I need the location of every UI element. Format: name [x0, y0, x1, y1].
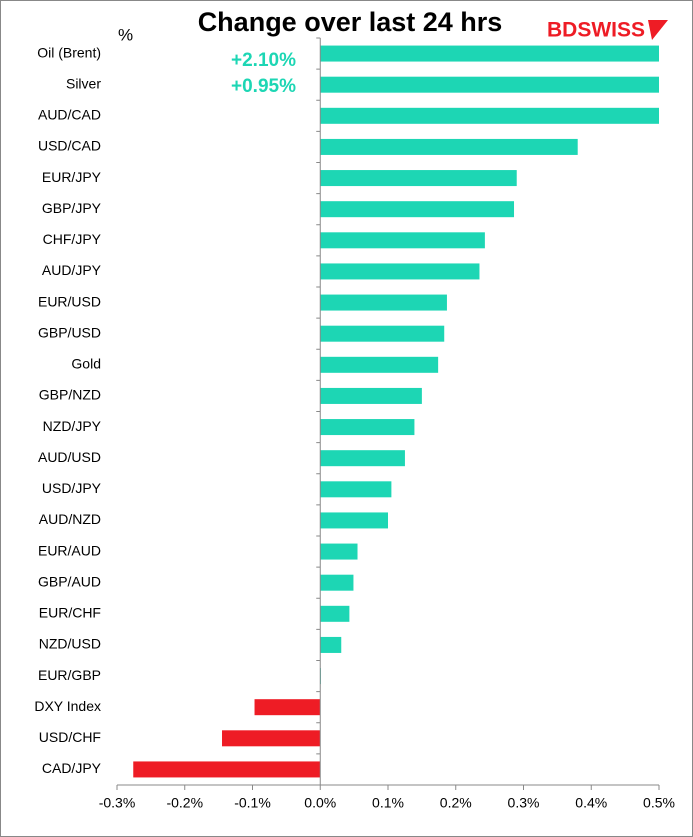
y-tick-label: EUR/GBP: [38, 667, 101, 683]
bar: [320, 294, 447, 311]
y-tick-label: EUR/USD: [38, 293, 101, 309]
x-tick-label: 0.3%: [508, 795, 540, 811]
bar: [320, 325, 445, 342]
x-tick-label: 0.0%: [304, 795, 336, 811]
y-tick-label: NZD/USD: [39, 636, 101, 652]
bar: [320, 76, 659, 93]
annotation: +0.95%: [231, 76, 296, 97]
x-tick-label: 0.4%: [575, 795, 607, 811]
bar: [320, 232, 485, 249]
y-tick-label: EUR/CHF: [39, 605, 101, 621]
y-tick-label: NZD/JPY: [43, 418, 102, 434]
bar: [320, 636, 342, 653]
x-tick-label: -0.3%: [99, 795, 136, 811]
y-tick-label: EUR/AUD: [38, 542, 101, 558]
bar: [320, 512, 388, 529]
y-tick-label: Silver: [66, 75, 101, 91]
bar: [320, 107, 659, 124]
bar: [320, 170, 517, 187]
y-tick-label: Gold: [71, 356, 101, 372]
x-tick-label: -0.2%: [166, 795, 203, 811]
bar: [320, 574, 354, 591]
y-tick-label: GBP/USD: [38, 324, 101, 340]
bar: [320, 450, 405, 467]
bar: [320, 356, 439, 373]
y-tick-label: AUD/JPY: [42, 262, 102, 278]
y-tick-label: GBP/JPY: [42, 200, 102, 216]
bar: [320, 419, 415, 436]
y-tick-label: GBP/NZD: [39, 387, 101, 403]
bar: [320, 263, 480, 280]
y-tick-label: USD/CAD: [38, 138, 101, 154]
y-tick-label: CAD/JPY: [42, 760, 102, 776]
x-tick-label: 0.5%: [643, 795, 675, 811]
x-tick-label: 0.2%: [440, 795, 472, 811]
bar: [320, 201, 515, 218]
y-tick-label: DXY Index: [34, 698, 101, 714]
y-tick-label: AUD/CAD: [38, 107, 101, 123]
y-tick-label: EUR/JPY: [42, 169, 102, 185]
y-tick-label: CHF/JPY: [43, 231, 102, 247]
plot-area: [133, 45, 659, 778]
unit-label: %: [118, 25, 133, 44]
y-tick-label: AUD/NZD: [39, 511, 101, 527]
y-tick-label: GBP/AUD: [38, 573, 101, 589]
bar: [133, 761, 321, 778]
y-tick-label: AUD/USD: [38, 449, 101, 465]
bar: [320, 481, 392, 498]
chart-title: Change over last 24 hrs: [198, 7, 503, 37]
bar: [320, 138, 578, 155]
bar: [320, 387, 422, 404]
bar: [320, 543, 358, 560]
y-tick-label: Oil (Brent): [37, 44, 101, 60]
bar: [320, 45, 659, 62]
logo: BDSWISS: [547, 19, 645, 42]
x-tick-label: 0.1%: [372, 795, 404, 811]
x-tick-label: -0.1%: [234, 795, 271, 811]
bar: [320, 605, 350, 622]
annotation: +2.10%: [231, 50, 296, 71]
logo-icon: [648, 20, 668, 40]
bar: [254, 699, 321, 716]
y-tick-label: USD/JPY: [42, 480, 102, 496]
y-tick-label: USD/CHF: [39, 729, 101, 745]
bar: [222, 730, 321, 747]
